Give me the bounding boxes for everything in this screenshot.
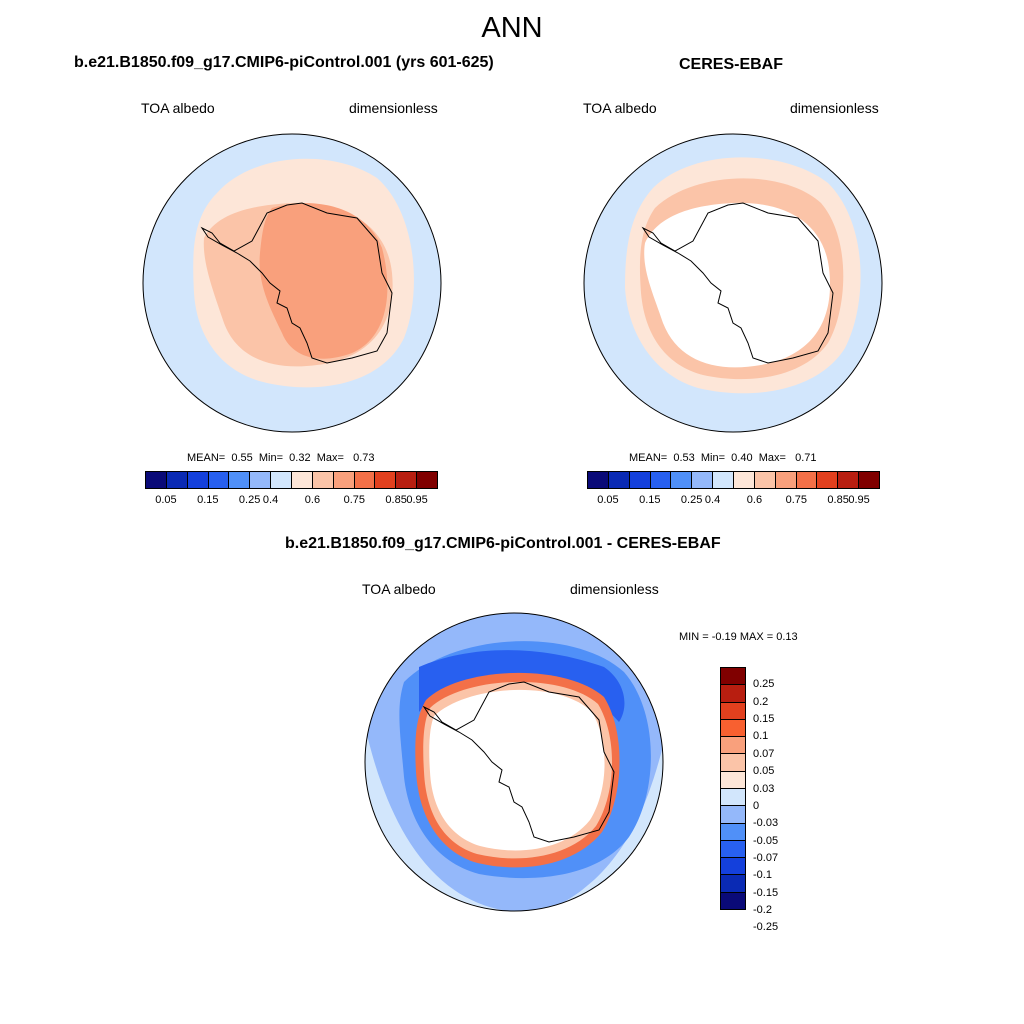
panel3-colorbar-tick-label: 0.25 — [753, 678, 775, 691]
panel2-colorbar-tick-label: 0.05 — [597, 494, 619, 506]
panel1-colorbar-swatch — [354, 472, 376, 488]
figure-title: ANN — [481, 12, 543, 44]
panel3-colorbar-tick-label: -0.03 — [753, 817, 779, 830]
panel2-colorbar-tick-label: 0.4 — [704, 494, 721, 506]
panel2-antarctica-coast — [641, 202, 834, 364]
panel3-colorbar-swatch — [721, 685, 745, 703]
panel1-colorbar-swatch — [229, 472, 251, 488]
panel3-colorbar-tick-label: -0.1 — [753, 869, 772, 882]
panel2-colorbar-swatch — [838, 472, 860, 488]
panel3-strong-blue — [419, 650, 625, 722]
panel1-colorbar — [145, 471, 438, 489]
panel1-stats: MEAN= 0.55 Min= 0.32 Max= 0.73 — [187, 452, 375, 464]
panel3-colorbar-swatch — [721, 719, 745, 738]
panel3-stats: MIN = -0.19 MAX = 0.13 — [679, 631, 798, 643]
panel3-colorbar-swatch — [721, 892, 745, 909]
panel1-colorbar-tick-label: 0.6 — [304, 494, 321, 506]
panel3-title: b.e21.B1850.f09_g17.CMIP6-piControl.001 … — [285, 535, 721, 552]
panel3-antarctica-coast — [422, 681, 615, 843]
panel1-colorbar-tick-label: 0.85 — [385, 494, 407, 506]
panel3-ice-missing — [429, 689, 605, 851]
panel3-colorbar-swatch — [721, 823, 745, 841]
panel1-polar-map — [142, 133, 442, 433]
panel1-colorbar-tick-label: 0.75 — [343, 494, 365, 506]
panel2-colorbar-swatch — [650, 472, 672, 488]
panel3-colorbar-swatch — [721, 858, 745, 876]
panel3-colorbar-tick-label: -0.05 — [753, 834, 779, 847]
panel3-colorbar-swatch — [721, 668, 745, 686]
panel3-colorbar-tick-label: 0.1 — [753, 730, 769, 743]
panel1-colorbar-swatch — [166, 472, 188, 488]
panel3-colorbar-tick-label: 0.07 — [753, 747, 775, 760]
panel2-colorbar-swatch — [713, 472, 735, 488]
panel3-colorbar-tick-label: 0 — [753, 799, 760, 812]
panel2-units: dimensionless — [790, 100, 879, 116]
panel3-colorbar — [720, 667, 746, 910]
panel1-units: dimensionless — [349, 100, 438, 116]
panel2-variable: TOA albedo — [583, 100, 657, 116]
panel2-colorbar-swatch — [692, 472, 714, 488]
panel1-colorbar-tick-label: 0.95 — [406, 494, 428, 506]
panel3-colorbar-tick-label: 0.05 — [753, 765, 775, 778]
panel1-colorbar-swatch — [333, 472, 355, 488]
panel1-colorbar-swatch — [312, 472, 334, 488]
panel2-colorbar — [587, 471, 880, 489]
panel2-colorbar-tick-label: 0.95 — [848, 494, 870, 506]
panel3-colorbar-tick-label: -0.15 — [753, 886, 779, 899]
panel1-colorbar-swatch — [250, 472, 272, 488]
panel2-colorbar-swatch — [588, 472, 609, 488]
panel1-colorbar-swatch — [271, 472, 293, 488]
panel1-colorbar-tick-label: 0.25 — [238, 494, 261, 506]
panel2-colorbar-swatch — [671, 472, 693, 488]
panel2-colorbar-tick-label: 0.25 — [680, 494, 703, 506]
panel1-variable: TOA albedo — [141, 100, 215, 116]
panel3-colorbar-swatch — [721, 788, 745, 807]
panel1-colorbar-tick-label: 0.05 — [155, 494, 177, 506]
panel3-colorbar-tick-label: -0.07 — [753, 851, 779, 864]
panel1-colorbar-swatch — [417, 472, 438, 488]
panel1-ice-high — [259, 203, 388, 359]
panel3-colorbar-tick-label: -0.25 — [753, 921, 779, 934]
panel2-colorbar-swatch — [796, 472, 818, 488]
panel1-colorbar-swatch — [396, 472, 418, 488]
panel1-colorbar-swatch — [292, 472, 313, 488]
panel3-units: dimensionless — [570, 581, 659, 597]
panel1-colorbar-swatch — [146, 472, 167, 488]
panel2-colorbar-tick-label: 0.6 — [746, 494, 763, 506]
panel2-colorbar-tick-label: 0.75 — [785, 494, 807, 506]
panel3-colorbar-tick-label: 0.15 — [753, 713, 775, 726]
panel1-colorbar-tick-label: 0.15 — [197, 494, 219, 506]
panel2-colorbar-swatch — [608, 472, 630, 488]
panel2-colorbar-swatch — [754, 472, 776, 488]
panel2-ice-missing — [644, 202, 831, 368]
panel2-colorbar-swatch — [817, 472, 839, 488]
panel3-colorbar-swatch — [721, 806, 745, 824]
panel3-colorbar-tick-label: 0.2 — [753, 695, 769, 708]
panel2-title: CERES-EBAF — [679, 56, 784, 73]
panel1-colorbar-swatch — [187, 472, 209, 488]
panel1-colorbar-swatch — [208, 472, 230, 488]
panel3-polar-map — [364, 612, 664, 912]
panel3-colorbar-swatch — [721, 737, 745, 755]
panel3-colorbar-swatch — [721, 875, 745, 893]
panel1-title: b.e21.B1850.f09_g17.CMIP6-piControl.001 … — [74, 54, 494, 71]
panel3-colorbar-swatch — [721, 840, 745, 859]
panel2-colorbar-swatch — [859, 472, 880, 488]
panel2-polar-map — [583, 133, 883, 433]
panel1-antarctica-coast — [200, 202, 393, 364]
panel1-colorbar-tick-label: 0.4 — [262, 494, 279, 506]
panel2-colorbar-swatch — [734, 472, 755, 488]
panel1-colorbar-swatch — [375, 472, 397, 488]
panel2-stats: MEAN= 0.53 Min= 0.40 Max= 0.71 — [629, 452, 817, 464]
panel3-colorbar-swatch — [721, 702, 745, 720]
panel2-colorbar-tick-label: 0.15 — [639, 494, 661, 506]
panel3-colorbar-tick-label: -0.2 — [753, 904, 772, 916]
panel3-variable: TOA albedo — [362, 581, 436, 597]
panel3-colorbar-tick-label: 0.03 — [753, 782, 775, 795]
panel3-colorbar-swatch — [721, 771, 745, 789]
panel2-colorbar-tick-label: 0.85 — [827, 494, 849, 506]
panel3-colorbar-swatch — [721, 754, 745, 772]
panel2-colorbar-swatch — [629, 472, 651, 488]
panel2-colorbar-swatch — [775, 472, 797, 488]
